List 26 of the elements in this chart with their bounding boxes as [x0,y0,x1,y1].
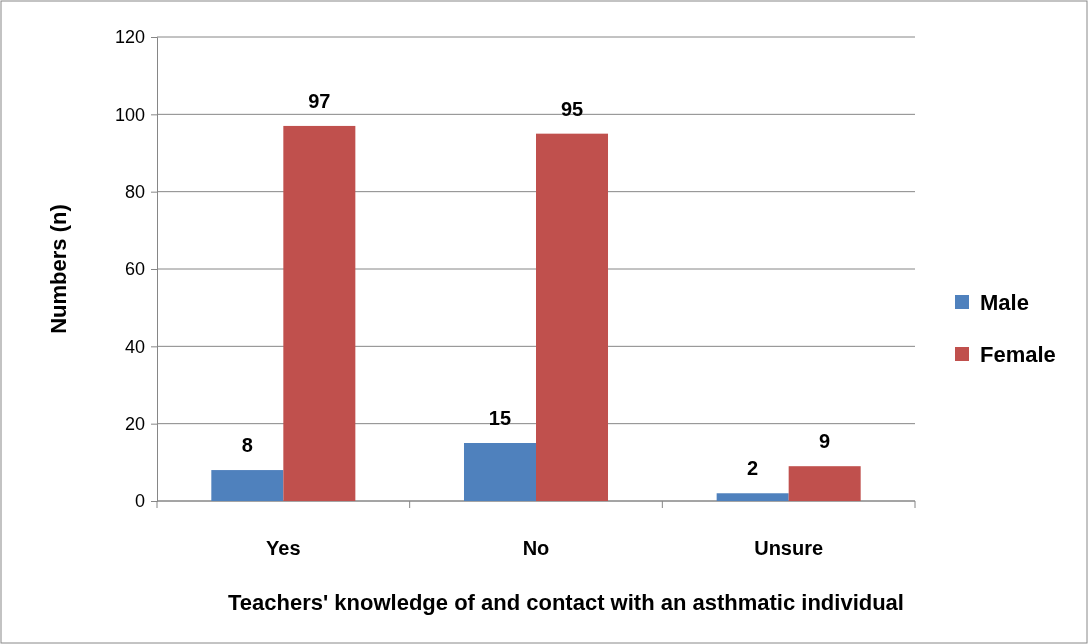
data-label: 97 [308,89,331,112]
data-label: 95 [560,97,584,120]
y-axis-title: Numbers (n) [46,204,71,334]
bar [463,443,536,501]
data-label: 15 [488,407,512,429]
x-tick-label: No [522,537,550,559]
y-tick-label: 40 [124,336,145,357]
bar [536,133,609,501]
bar [788,466,861,501]
data-label: 2 [747,457,759,480]
data-label: 9 [819,430,831,453]
data-label: 8 [241,434,253,457]
y-tick-label: 20 [124,413,145,434]
y-tick-label: 120 [114,27,145,48]
legend-label: Female [980,342,1056,367]
bar [211,470,284,501]
x-tick-label: Yes [266,537,301,559]
x-tick-label: Unsure [754,537,824,559]
y-tick-label: 100 [114,104,145,125]
y-tick-label: 0 [134,491,145,512]
y-tick-label: 80 [124,181,145,202]
y-tick-label: 60 [124,259,145,280]
x-axis-title: Teachers' knowledge of and contact with an asthmatic individual [228,590,904,615]
legend-label: Male [980,290,1029,315]
bar [716,493,789,501]
bar [283,125,356,501]
